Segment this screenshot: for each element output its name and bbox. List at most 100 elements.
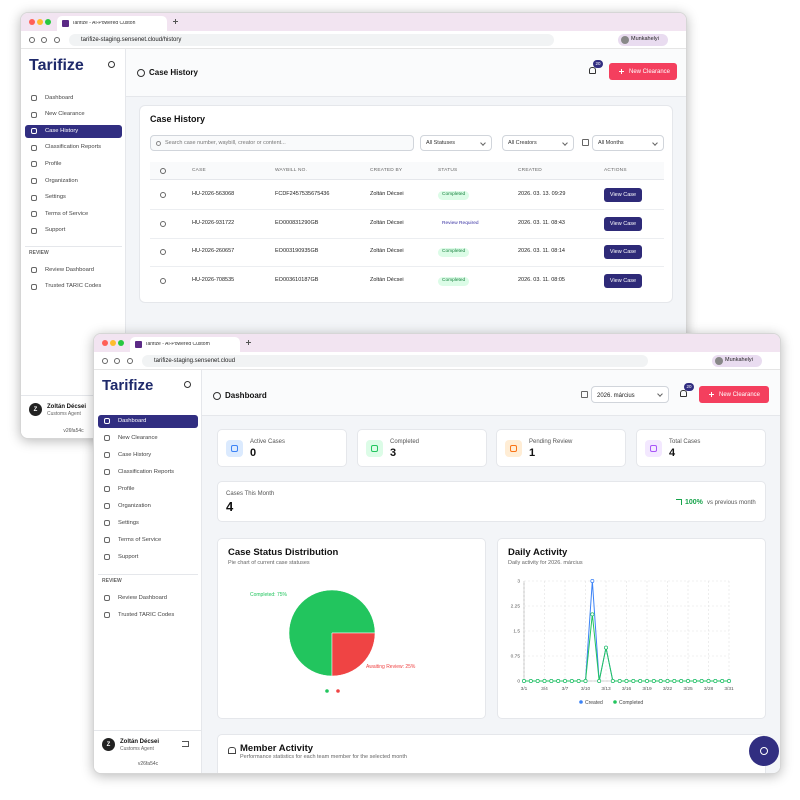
table-cell: HU-2026-931722 bbox=[192, 220, 235, 226]
nav-label: Classification Reports bbox=[45, 144, 102, 151]
nav-item[interactable]: Classification Reports bbox=[98, 466, 198, 479]
nav-control[interactable] bbox=[29, 37, 35, 43]
page-title: Dashboard bbox=[225, 391, 267, 400]
nav-item[interactable]: Review Dashboard bbox=[98, 592, 198, 605]
filter-select[interactable]: All Months bbox=[592, 135, 664, 151]
filter-select[interactable]: All Statuses bbox=[420, 135, 492, 151]
page-header bbox=[126, 49, 686, 97]
nav-item[interactable]: Case History bbox=[98, 449, 198, 462]
nav-item[interactable]: Settings bbox=[25, 192, 122, 205]
view-case-button[interactable]: View Case bbox=[604, 217, 642, 231]
url-field[interactable]: tarifize-staging.sensenet.cloud bbox=[142, 355, 648, 367]
nav-item[interactable]: Settings bbox=[98, 517, 198, 530]
nav-label: Terms of Service bbox=[118, 536, 162, 543]
nav-control[interactable] bbox=[127, 358, 133, 364]
nav-item[interactable]: Classification Reports bbox=[25, 142, 122, 155]
language-icon[interactable] bbox=[184, 381, 191, 388]
row-checkbox[interactable] bbox=[160, 278, 166, 284]
view-case-button[interactable]: View Case bbox=[604, 188, 642, 202]
nav-label: Review Dashboard bbox=[118, 594, 167, 601]
row-checkbox[interactable] bbox=[160, 221, 166, 227]
profile-button[interactable]: Munkahelyi bbox=[618, 34, 668, 46]
nav-item[interactable]: Profile bbox=[98, 483, 198, 496]
nav-label: Settings bbox=[118, 519, 139, 526]
icon bbox=[104, 435, 110, 441]
icon bbox=[760, 747, 768, 755]
nav-item[interactable]: Terms of Service bbox=[98, 534, 198, 547]
nav-item[interactable]: Support bbox=[25, 225, 122, 238]
avatar-initial: Z bbox=[106, 741, 111, 748]
nav-item[interactable]: Support bbox=[98, 551, 198, 564]
browser-window: Tarifize - AI-Powered Custom tarifize-sta… bbox=[93, 333, 781, 774]
badge-count: 20 bbox=[595, 60, 601, 66]
profile-button[interactable]: Munkahelyi bbox=[712, 355, 762, 367]
button-label: View Case bbox=[609, 277, 637, 284]
notification-button[interactable] bbox=[589, 67, 596, 74]
case-history-card: Case History Search case number, waybill,… bbox=[139, 105, 673, 303]
window-control[interactable] bbox=[110, 340, 116, 346]
nav-control[interactable] bbox=[41, 37, 47, 43]
nav-item[interactable]: Review Dashboard bbox=[25, 264, 122, 277]
plus-icon bbox=[621, 69, 622, 74]
window-control[interactable] bbox=[37, 19, 43, 25]
nav-label: Dashboard bbox=[118, 417, 147, 424]
stat-icon bbox=[366, 440, 383, 457]
nav-item[interactable]: Terms of Service bbox=[25, 208, 122, 221]
badge-count: 20 bbox=[686, 383, 692, 389]
stat-icon bbox=[226, 440, 243, 457]
sidebar-divider bbox=[94, 730, 202, 731]
icon bbox=[31, 95, 37, 101]
nav-control[interactable] bbox=[54, 37, 60, 43]
nav-item[interactable]: Case History bbox=[25, 125, 122, 139]
view-case-button[interactable]: View Case bbox=[604, 274, 642, 288]
section-label: REVIEW bbox=[29, 250, 49, 256]
chat-button[interactable] bbox=[749, 736, 779, 766]
card-title: Case History bbox=[150, 114, 206, 124]
nav-item[interactable]: Profile bbox=[25, 158, 122, 171]
stat-value: 3 bbox=[390, 447, 397, 459]
select-all-checkbox[interactable] bbox=[160, 168, 166, 174]
view-case-button[interactable]: View Case bbox=[604, 245, 642, 259]
nav-item[interactable]: New Clearance bbox=[25, 109, 122, 122]
nav-control[interactable] bbox=[102, 358, 108, 364]
filter-select[interactable]: All Creators bbox=[502, 135, 574, 151]
new-clearance-button[interactable]: New Clearance bbox=[609, 63, 677, 80]
browser-tab[interactable]: Tarifize - AI-Powered Custom bbox=[130, 337, 240, 352]
notification-button[interactable] bbox=[680, 390, 687, 397]
stat-icon bbox=[505, 440, 522, 457]
table-cell: HU-2026-708535 bbox=[192, 277, 235, 283]
nav-label: Profile bbox=[45, 160, 62, 167]
browser-tab[interactable]: Tarifize - AI-Powered Custon bbox=[57, 16, 167, 31]
nav-item[interactable]: Trusted TARIC Codes bbox=[25, 281, 122, 294]
row-checkbox[interactable] bbox=[160, 249, 166, 255]
nav-item[interactable]: New Clearance bbox=[98, 432, 198, 445]
nav-item[interactable]: Organization bbox=[25, 175, 122, 188]
window-control[interactable] bbox=[118, 340, 124, 346]
table-cell: Zoltán Décsei bbox=[370, 277, 404, 283]
logo: Tarifize bbox=[29, 57, 84, 74]
new-clearance-button[interactable]: New Clearance bbox=[699, 386, 769, 403]
nav-label: Case History bbox=[118, 451, 152, 458]
url-field[interactable]: tarifize-staging.sensenet.cloud/history bbox=[69, 34, 554, 46]
icon bbox=[104, 520, 110, 526]
icon bbox=[231, 445, 238, 452]
notification-badge: 20 bbox=[593, 60, 603, 68]
nav-label: Support bbox=[118, 553, 139, 560]
search-input[interactable]: Search case number, waybill, creator or … bbox=[150, 135, 414, 151]
window-control[interactable] bbox=[45, 19, 51, 25]
window-control[interactable] bbox=[29, 19, 35, 25]
logout-button[interactable] bbox=[182, 741, 189, 747]
nav-item[interactable]: Dashboard bbox=[25, 92, 122, 105]
nav-item[interactable]: Trusted TARIC Codes bbox=[98, 609, 198, 622]
month-select[interactable]: 2026. március bbox=[591, 386, 669, 403]
language-icon[interactable] bbox=[108, 61, 115, 68]
nav-item[interactable]: Organization bbox=[98, 500, 198, 513]
window-control[interactable] bbox=[102, 340, 108, 346]
tab-bar bbox=[94, 334, 780, 352]
icon bbox=[104, 595, 110, 601]
row-checkbox[interactable] bbox=[160, 192, 166, 198]
status-badge: Completed bbox=[438, 248, 470, 257]
nav-item[interactable]: Dashboard bbox=[98, 415, 198, 428]
icon bbox=[104, 612, 110, 618]
nav-control[interactable] bbox=[114, 358, 120, 364]
